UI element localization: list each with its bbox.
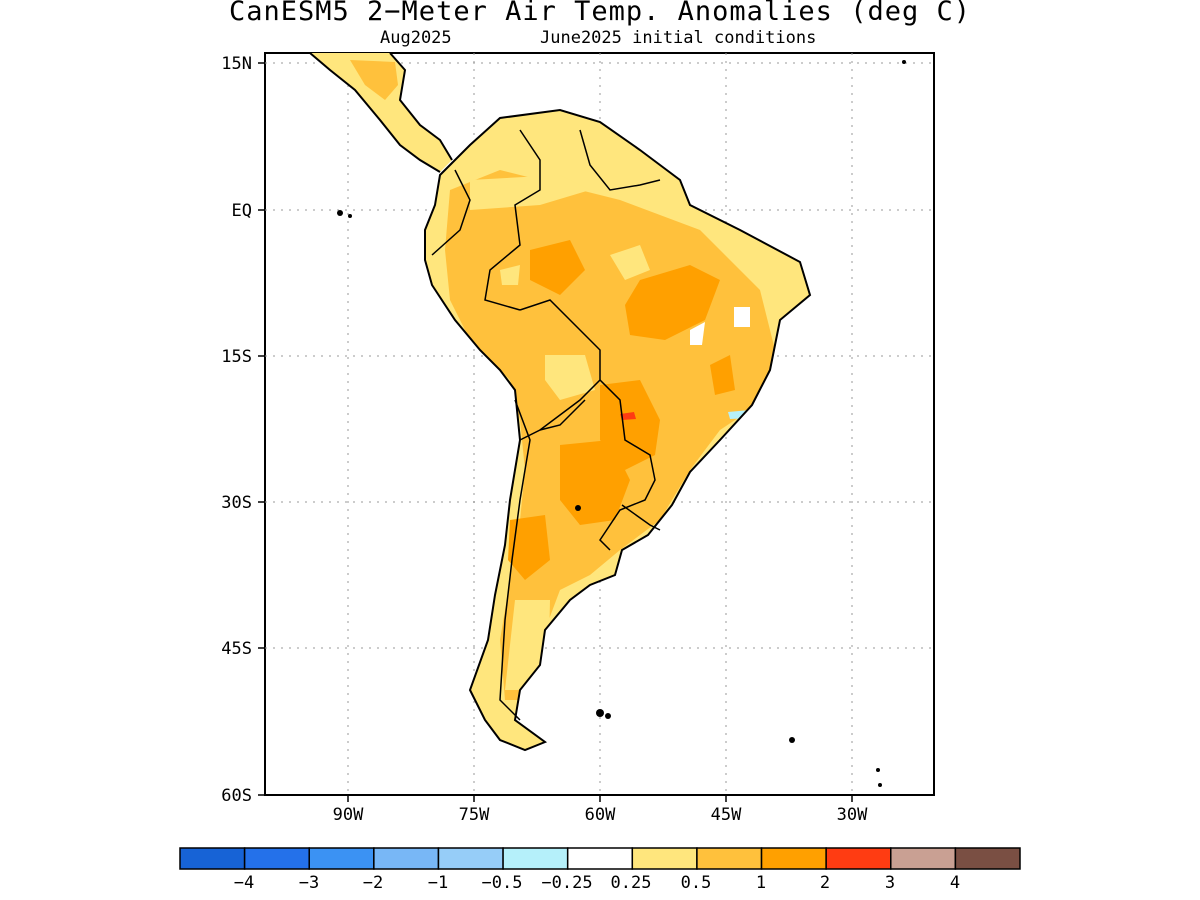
subtitle-valid-month: Aug2025 (380, 28, 452, 48)
lon-label-75w: 75W (459, 805, 490, 825)
colorbar-swatch (308, 847, 375, 870)
lat-label-eq: EQ (232, 201, 252, 221)
colorbar-swatch (825, 847, 892, 870)
coastline (309, 52, 812, 752)
lat-label-30s: 30S (221, 493, 252, 513)
lon-label-45w: 45W (711, 805, 742, 825)
colorbar-swatch (502, 847, 569, 870)
colorbar-label: −4 (234, 873, 254, 893)
central-america-anomaly (310, 53, 452, 172)
lon-label-30w: 30W (837, 805, 868, 825)
colorbar-label: 4 (950, 873, 960, 893)
colorbar-swatch (954, 847, 1021, 870)
colorbar-label: −2 (363, 873, 383, 893)
lat-label-45s: 45S (221, 639, 252, 659)
colorbar (179, 847, 1021, 870)
map-title: CanESM5 2−Meter Air Temp. Anomalies (deg… (229, 0, 971, 27)
colorbar-label: −0.5 (482, 873, 523, 893)
country-borders (431, 129, 661, 721)
colorbar-swatch (179, 847, 246, 870)
colorbar-swatch (373, 847, 440, 870)
colorbar-label: 0.5 (681, 873, 712, 893)
lon-label-60w: 60W (585, 805, 616, 825)
colorbar-label: 1 (756, 873, 766, 893)
subtitle-initial-conditions: June2025 initial conditions (540, 28, 817, 48)
lat-label-15n: 15N (221, 54, 252, 74)
lon-label-90w: 90W (333, 805, 364, 825)
colorbar-label: −0.25 (541, 873, 592, 893)
colorbar-swatch (696, 847, 763, 870)
axis-ticks (258, 62, 853, 802)
colorbar-label: 0.25 (611, 873, 652, 893)
colorbar-swatch (437, 847, 504, 870)
colorbar-swatch (890, 847, 957, 870)
lat-label-60s: 60S (221, 786, 252, 806)
colorbar-label: −1 (428, 873, 448, 893)
lat-label-15s: 15S (221, 347, 252, 367)
colorbar-swatch (566, 847, 634, 870)
colorbar-label: 3 (885, 873, 895, 893)
islands (337, 60, 906, 787)
colorbar-swatch (631, 847, 698, 870)
colorbar-label: −3 (299, 873, 319, 893)
colorbar-label: 2 (820, 873, 830, 893)
colorbar-swatch (243, 847, 310, 870)
colorbar-labels: −4 −3 −2 −1 −0.5 −0.25 0.25 0.5 1 2 3 4 (234, 873, 960, 893)
colorbar-swatch (760, 847, 827, 870)
